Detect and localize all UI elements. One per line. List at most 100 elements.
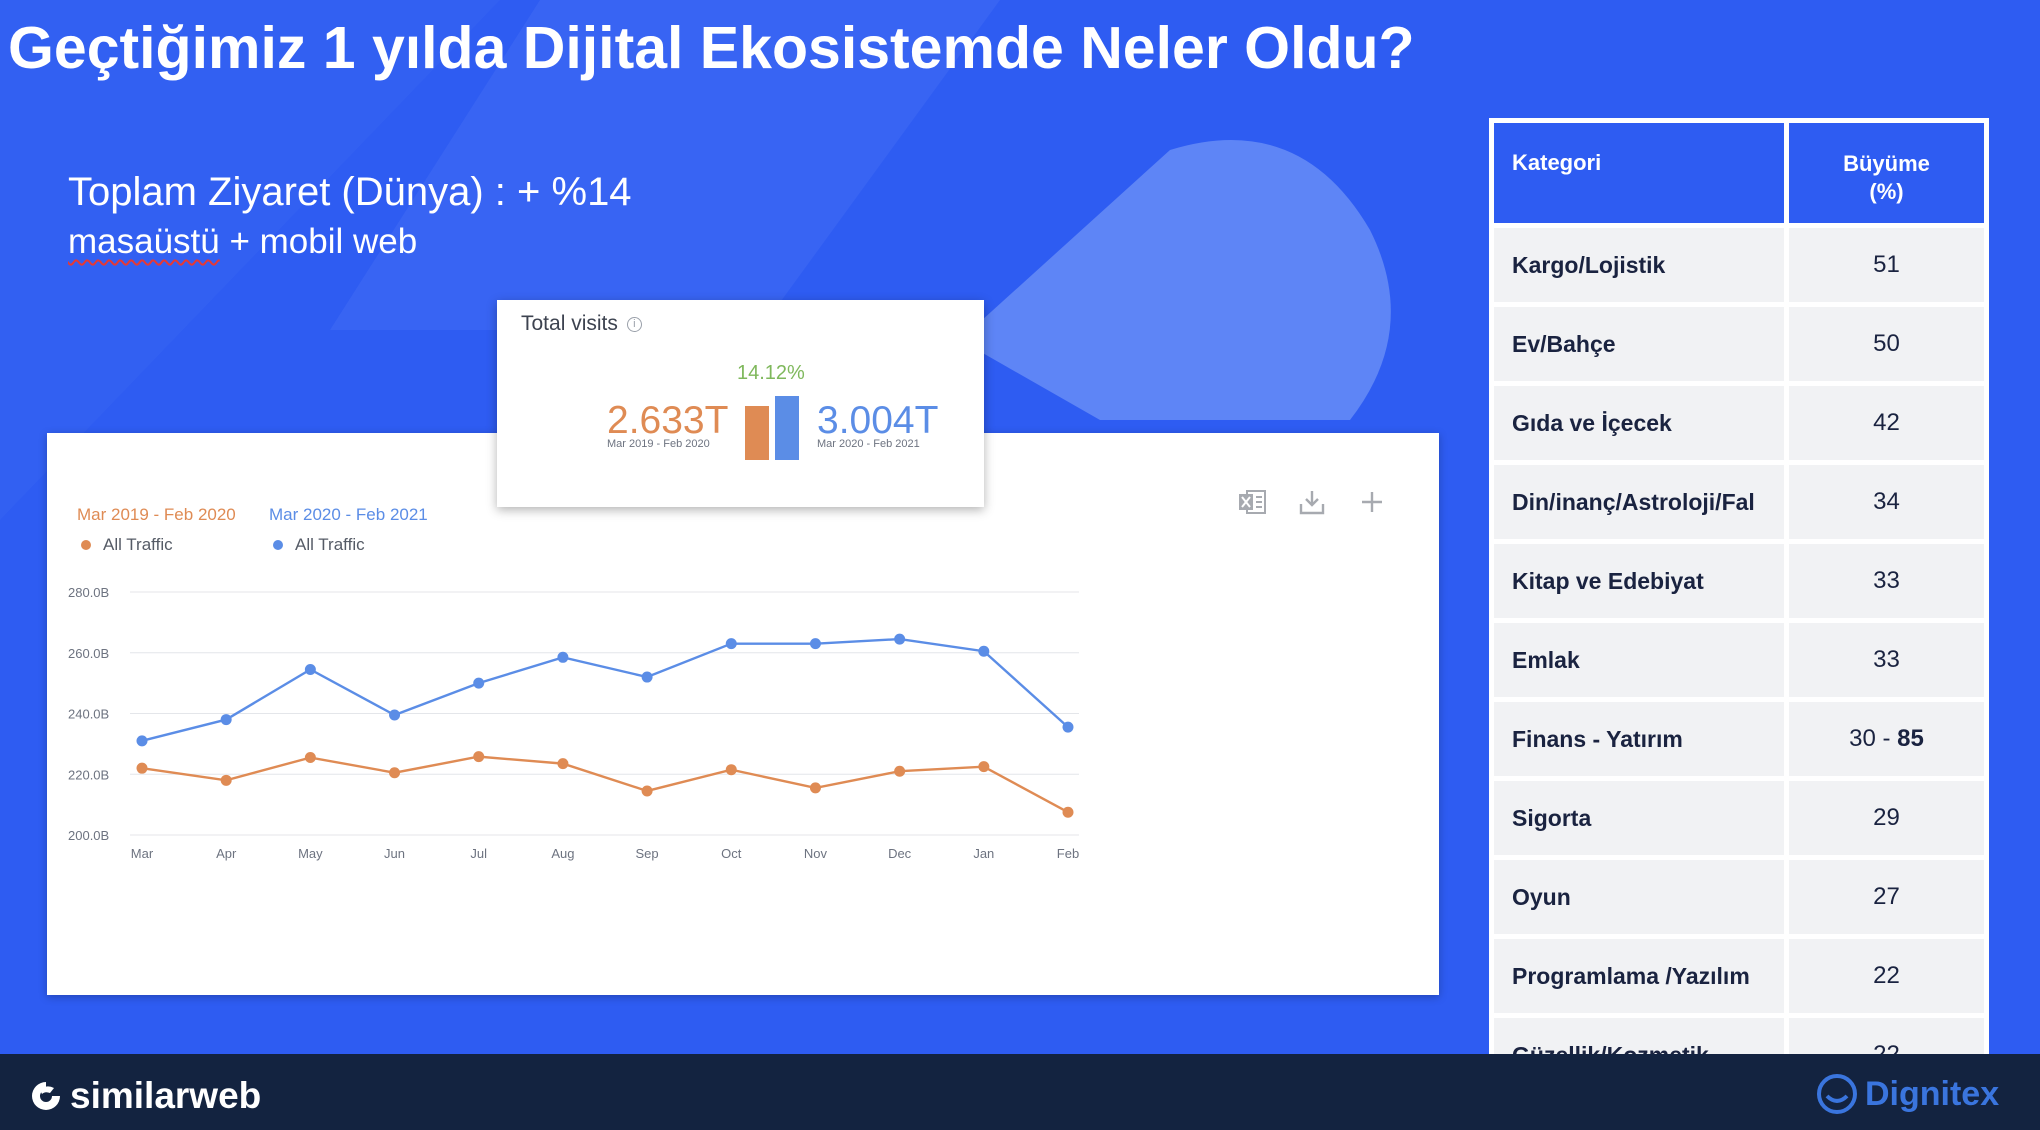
category-cell: Sigorta: [1494, 781, 1784, 855]
platform-mobile-text: + mobil web: [219, 222, 418, 261]
data-point: [389, 709, 401, 721]
data-point: [136, 762, 148, 774]
x-tick-label: Mar: [131, 846, 154, 861]
table-row: Sigorta 29: [1494, 781, 1984, 855]
data-point: [220, 714, 232, 726]
x-tick-label: Dec: [888, 846, 912, 861]
category-cell: Kitap ve Edebiyat: [1494, 544, 1784, 618]
info-icon[interactable]: i: [626, 316, 642, 332]
growth-cell: 33: [1789, 623, 1984, 697]
growth-cell: 34: [1789, 465, 1984, 539]
growth-value: 34: [1873, 488, 1900, 515]
growth-cell: 29: [1789, 781, 1984, 855]
visits-curr-bar: [775, 396, 799, 460]
legend-prev[interactable]: Mar 2019 - Feb 2020 All Traffic: [77, 505, 236, 555]
visits-curr-block: 3.004T Mar 2020 - Feb 2021: [817, 399, 967, 450]
y-tick-label: 240.0B: [68, 707, 109, 722]
category-cell: Din/inanç/Astroloji/Fal: [1494, 465, 1784, 539]
data-point: [389, 767, 401, 779]
y-tick-label: 260.0B: [68, 646, 109, 661]
data-point: [809, 638, 821, 650]
data-point: [725, 638, 737, 650]
x-tick-label: Apr: [216, 846, 237, 861]
growth-cell: 51: [1789, 228, 1984, 302]
legend-curr-dot: [273, 540, 283, 550]
x-tick-label: Oct: [721, 846, 742, 861]
growth-cell: 27: [1789, 860, 1984, 934]
x-tick-label: Sep: [636, 846, 659, 861]
table-row: Programlama /Yazılım 22: [1494, 939, 1984, 1013]
partner-name: Dignitex: [1865, 1074, 2000, 1113]
x-tick-label: Jun: [384, 846, 405, 861]
category-growth-table: Kategori Büyüme (%) Kargo/Lojistik 51 Ev/Ba…: [1489, 118, 1989, 1103]
total-visits-title: Total visits: [521, 312, 618, 335]
growth-cell: 33: [1789, 544, 1984, 618]
table-row: Kargo/Lojistik 51: [1494, 228, 1984, 302]
legend-prev-period: Mar 2019 - Feb 2020: [77, 505, 236, 524]
data-point: [1062, 721, 1074, 733]
category-cell: Emlak: [1494, 623, 1784, 697]
visits-prev-value: 2.633T: [607, 399, 729, 442]
footer-bar: [0, 1054, 2040, 1130]
data-point: [304, 752, 316, 764]
data-point: [1062, 806, 1074, 818]
category-cell: Programlama /Yazılım: [1494, 939, 1784, 1013]
partner-logo: Dignitex: [1815, 1072, 1999, 1116]
category-cell: Oyun: [1494, 860, 1784, 934]
growth-value: 50: [1873, 330, 1900, 357]
growth-value: 33: [1873, 646, 1900, 673]
data-point: [894, 765, 906, 777]
table-row: Din/inanç/Astroloji/Fal 34: [1494, 465, 1984, 539]
data-point: [557, 651, 569, 663]
header-growth-unit: (%): [1869, 179, 1904, 204]
y-tick-label: 220.0B: [68, 767, 109, 782]
category-cell: Finans - Yatırım: [1494, 702, 1784, 776]
growth-cell: 22: [1789, 939, 1984, 1013]
chart-toolbar: [1237, 487, 1387, 517]
excel-icon[interactable]: [1237, 487, 1267, 517]
visits-prev-range: Mar 2019 - Feb 2020: [607, 438, 710, 450]
legend-curr[interactable]: Mar 2020 - Feb 2021 All Traffic: [269, 505, 428, 555]
data-point: [473, 677, 485, 689]
download-icon[interactable]: [1297, 487, 1327, 517]
series-line-prev: [141, 755, 1069, 814]
header-growth: Büyüme (%): [1789, 123, 1984, 223]
growth-value: 29: [1873, 804, 1900, 831]
growth-value: 33: [1873, 567, 1900, 594]
x-tick-label: Nov: [804, 846, 828, 861]
table-row: Finans - Yatırım 30 - 85: [1494, 702, 1984, 776]
data-point: [978, 761, 990, 773]
category-cell: Gıda ve İçecek: [1494, 386, 1784, 460]
visits-prev-bar: [745, 406, 769, 460]
plus-icon[interactable]: [1357, 487, 1387, 517]
header-category: Kategori: [1494, 123, 1784, 223]
page-title: Geçtiğimiz 1 yılda Dijital Ekosistemde N…: [8, 15, 1415, 81]
legend-curr-period: Mar 2020 - Feb 2021: [269, 505, 428, 524]
visits-growth: 14.12%: [737, 362, 805, 384]
growth-value: 22: [1873, 962, 1900, 989]
partner-logo-icon: [1817, 1074, 1857, 1114]
table-row: Kitap ve Edebiyat 33: [1494, 544, 1984, 618]
x-tick-label: Feb: [1057, 846, 1079, 861]
growth-value: 30 -: [1849, 725, 1898, 752]
traffic-line-chart: 280.0B 260.0B 240.0B 220.0B 200.0B Mar Apr May J…: [68, 585, 1079, 861]
legend-curr-label: All Traffic: [295, 535, 365, 554]
total-visits-card: Total visits i 14.12% 2.633T Mar 2019 - …: [497, 300, 984, 507]
growth-value: 27: [1873, 883, 1900, 910]
visits-curr-value: 3.004T: [817, 399, 939, 442]
similarweb-logo-icon: [32, 1082, 60, 1110]
platform-subtitle: masaüstü + mobil web: [68, 222, 417, 262]
data-point: [473, 751, 485, 763]
data-point: [725, 764, 737, 776]
visits-prev-block: 2.633T Mar 2019 - Feb 2020: [607, 399, 737, 450]
growth-cell: 30 - 85: [1789, 702, 1984, 776]
table-row: Emlak 33: [1494, 623, 1984, 697]
data-point: [894, 633, 906, 645]
header-growth-label: Büyüme: [1843, 151, 1930, 176]
platform-desktop-text: masaüstü: [68, 222, 220, 261]
legend-prev-label: All Traffic: [103, 535, 173, 554]
growth-value-highlight: 85: [1897, 725, 1924, 752]
growth-cell: 42: [1789, 386, 1984, 460]
data-point: [978, 645, 990, 657]
